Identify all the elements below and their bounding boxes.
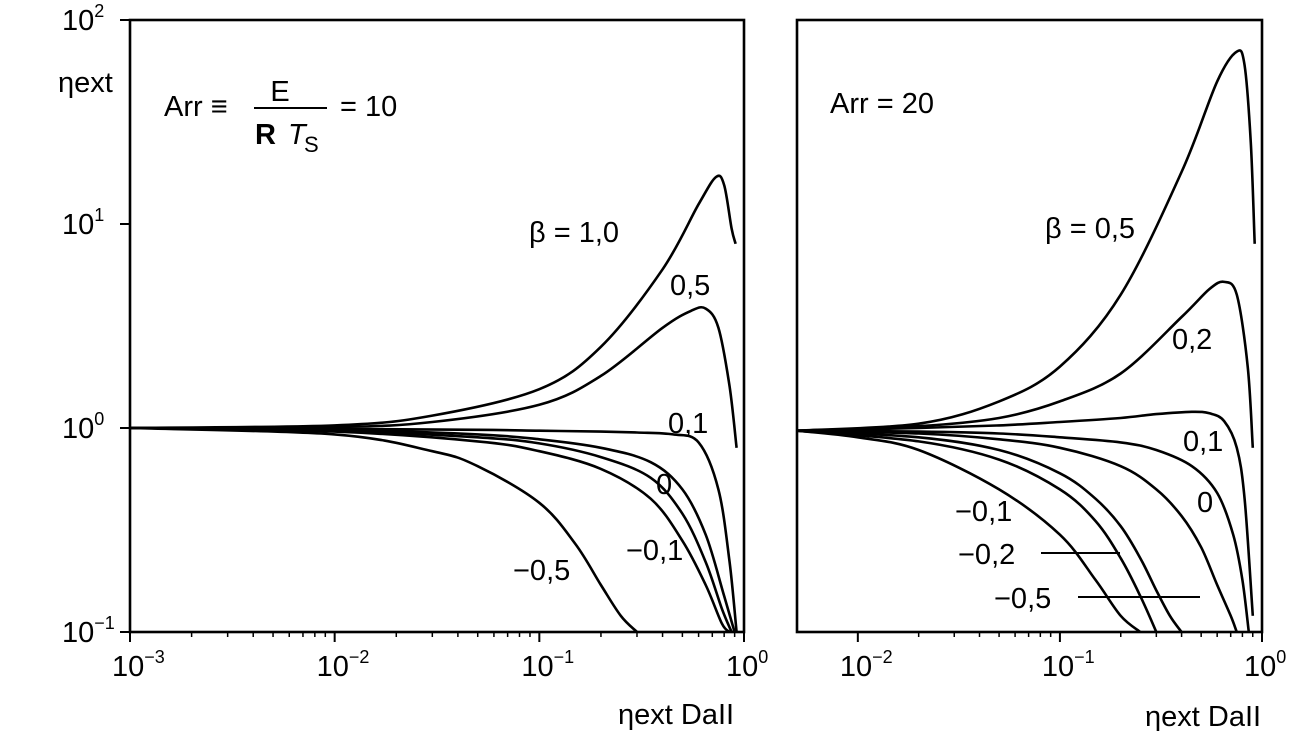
y-tick-label: 102 (62, 1, 104, 37)
label-right-0: 0 (1197, 487, 1213, 519)
x-tick-label: 10−3 (112, 647, 165, 683)
label-beta-0-5: β = 0,5 (1045, 213, 1135, 245)
series-line-1-7 (796, 429, 1142, 634)
right-curves (796, 49, 1256, 634)
label-0-5: 0,5 (670, 270, 710, 302)
x-tick-label: 10−1 (521, 647, 574, 683)
x-tick-label: 10−2 (317, 647, 370, 683)
annotation-den-t: T (288, 119, 308, 151)
annotation-den-r: R (255, 119, 276, 151)
left-xlabel: ηext DaII (618, 699, 734, 731)
x-tick-label: 10−2 (840, 647, 893, 683)
left-annotation: Arr ≡ E R T S = 10 (164, 76, 397, 157)
series-line-1-1 (796, 280, 1255, 448)
series-line-1-3 (796, 429, 1251, 633)
x-tick-label: 100 (726, 647, 768, 683)
series-line-0-0 (129, 174, 737, 430)
right-plot-frame (795, 18, 1264, 634)
label-minus-0-5: −0,5 (513, 555, 570, 587)
series-line-1-4 (796, 429, 1239, 633)
series-line-0-6 (129, 426, 638, 633)
left-ylabel: ηext (58, 67, 113, 99)
series-line-1-5 (796, 429, 1183, 633)
y-tick-label: 100 (62, 409, 104, 445)
label-0-1: 0,1 (668, 408, 708, 440)
series-line-0-1 (129, 305, 738, 448)
annotation-numerator: E (270, 76, 289, 108)
series-line-1-2 (796, 410, 1255, 616)
right-xlabel: ηext DaII (1145, 701, 1261, 731)
x-tick-label: 10−1 (1042, 647, 1095, 683)
label-right-minus-0-1: −0,1 (955, 496, 1012, 528)
annotation-lhs: Arr ≡ (164, 91, 228, 123)
series-line-1-6 (796, 429, 1158, 633)
left-plot-frame (128, 18, 746, 634)
annotation-rhs: = 10 (340, 91, 397, 123)
label-right-0-1: 0,1 (1183, 426, 1223, 458)
right-axis-ticks: 10−2 10−1 100 (840, 632, 1286, 683)
left-curves (129, 174, 738, 634)
series-line-0-5 (129, 426, 731, 634)
annotation-den-sub: S (304, 132, 319, 157)
series-line-1-0 (796, 49, 1256, 432)
label-0-2: 0,2 (1172, 324, 1212, 356)
x-tick-label: 100 (1244, 647, 1286, 683)
y-tick-label: 101 (62, 205, 104, 241)
y-tick-label: 10−1 (62, 613, 115, 649)
right-annotation: Arr = 20 (830, 88, 934, 120)
right-panel: 10−2 10−1 100 ηext DaII Arr = 20 β = 0,5 0… (795, 18, 1286, 731)
left-panel: 10−3 10−2 10−1 100 10−1 100 101 102 ηext ηext D… (58, 1, 768, 731)
label-minus-0-1: −0,1 (626, 535, 683, 567)
label-beta-1-0: β = 1,0 (529, 217, 619, 249)
left-axis-ticks: 10−3 10−2 10−1 100 10−1 100 101 102 (62, 1, 768, 683)
label-right-minus-0-5: −0,5 (994, 583, 1051, 615)
label-right-minus-0-2: −0,2 (958, 539, 1015, 571)
label-0: 0 (656, 469, 672, 501)
series-line-0-3 (129, 426, 736, 633)
